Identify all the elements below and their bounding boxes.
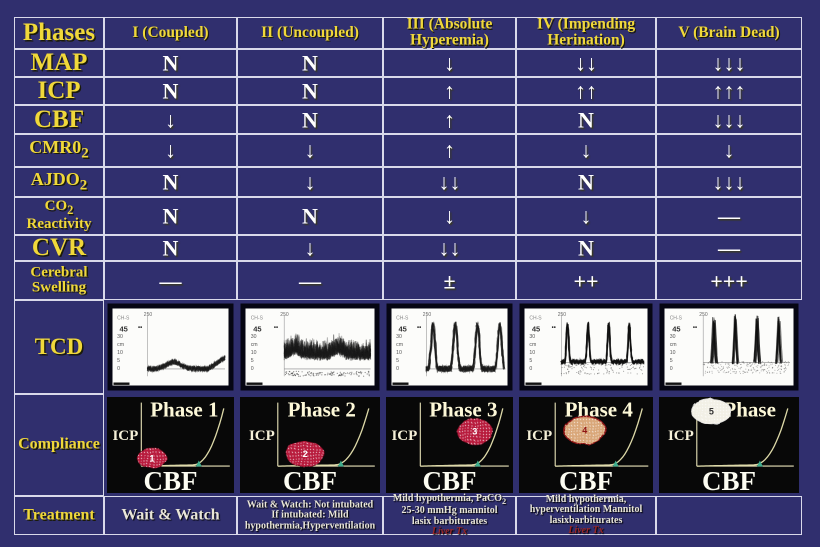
svg-text:cm: cm — [251, 342, 258, 348]
svg-text:Phase 3: Phase 3 — [429, 398, 497, 422]
svg-text:0: 0 — [670, 366, 673, 372]
svg-text:2: 2 — [303, 449, 308, 459]
svg-text:CBF: CBF — [144, 466, 198, 496]
svg-text:Phase 2: Phase 2 — [288, 398, 356, 422]
svg-text:0: 0 — [251, 366, 254, 372]
svg-text:30: 30 — [396, 334, 402, 340]
svg-text:45: 45 — [399, 325, 407, 334]
svg-text:3: 3 — [472, 427, 477, 437]
svg-text:CH-S: CH-S — [396, 315, 409, 321]
svg-text:••: •• — [417, 325, 421, 331]
svg-text:0: 0 — [396, 366, 399, 372]
svg-text:CH-S: CH-S — [670, 315, 683, 321]
svg-text:CH-S: CH-S — [251, 315, 264, 321]
svg-text:45: 45 — [120, 325, 128, 334]
svg-text:250: 250 — [699, 312, 708, 318]
svg-text:••: •• — [693, 325, 697, 331]
svg-text:5: 5 — [709, 406, 714, 416]
svg-text:5: 5 — [529, 358, 532, 364]
svg-text:0: 0 — [529, 366, 532, 372]
svg-text:4: 4 — [582, 425, 587, 435]
svg-text:••: •• — [138, 325, 142, 331]
svg-text:ICP: ICP — [249, 428, 275, 444]
svg-text:30: 30 — [251, 334, 257, 340]
svg-text:5: 5 — [670, 358, 673, 364]
svg-text:30: 30 — [117, 334, 123, 340]
svg-text:250: 250 — [558, 312, 567, 318]
svg-text:10: 10 — [251, 350, 257, 356]
svg-text:10: 10 — [396, 350, 402, 356]
svg-text:10: 10 — [670, 350, 676, 356]
svg-text:250: 250 — [423, 312, 432, 318]
svg-text:cm: cm — [396, 342, 403, 348]
svg-text:5: 5 — [251, 358, 254, 364]
svg-text:250: 250 — [280, 312, 289, 318]
svg-text:••: •• — [552, 325, 556, 331]
svg-text:CBF: CBF — [559, 466, 613, 496]
svg-text:ICP: ICP — [526, 428, 552, 444]
svg-text:ICP: ICP — [391, 428, 417, 444]
svg-text:5: 5 — [117, 358, 120, 364]
svg-text:30: 30 — [670, 334, 676, 340]
svg-text:45: 45 — [253, 325, 261, 334]
svg-text:30: 30 — [529, 334, 535, 340]
svg-text:10: 10 — [117, 350, 123, 356]
svg-text:cm: cm — [117, 342, 124, 348]
svg-text:Phase 1: Phase 1 — [150, 398, 218, 422]
svg-text:CH-S: CH-S — [117, 315, 130, 321]
svg-text:250: 250 — [144, 312, 153, 318]
svg-text:CBF: CBF — [702, 466, 756, 496]
svg-text:0: 0 — [117, 366, 120, 372]
svg-text:CH-S: CH-S — [529, 315, 542, 321]
svg-text:ICP: ICP — [668, 428, 694, 444]
svg-text:••: •• — [274, 325, 278, 331]
svg-text:ICP: ICP — [112, 428, 138, 444]
svg-text:cm: cm — [670, 342, 677, 348]
svg-text:45: 45 — [532, 325, 540, 334]
svg-text:cm: cm — [529, 342, 536, 348]
svg-text:10: 10 — [529, 350, 535, 356]
svg-text:1: 1 — [149, 453, 154, 463]
svg-text:5: 5 — [396, 358, 399, 364]
svg-text:45: 45 — [672, 325, 680, 334]
svg-text:CBF: CBF — [283, 466, 337, 496]
